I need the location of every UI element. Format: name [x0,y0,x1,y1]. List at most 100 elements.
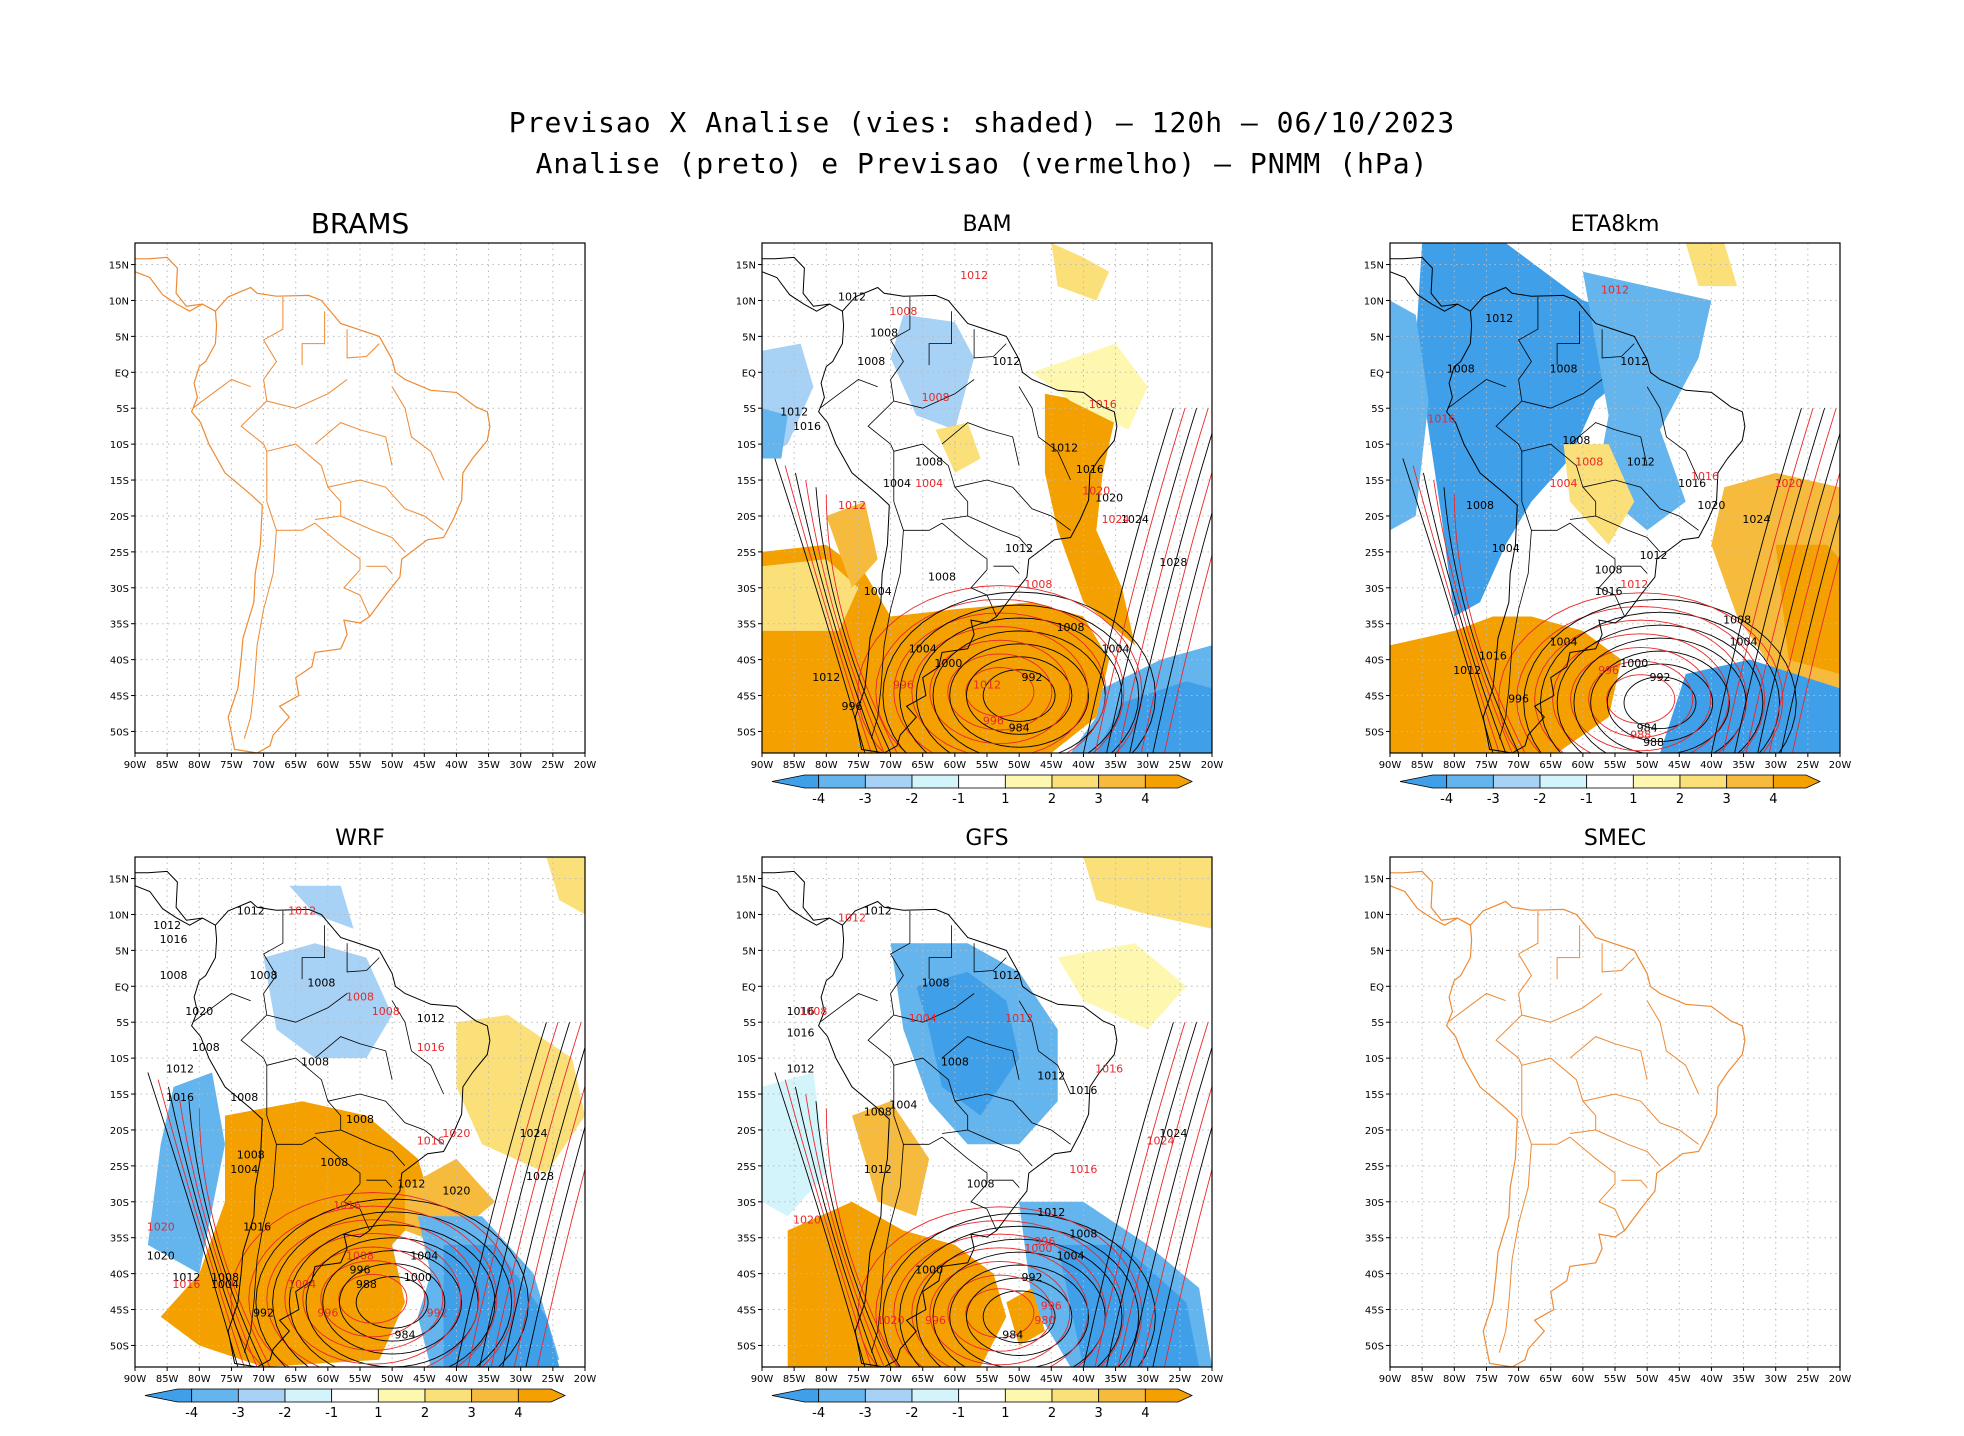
colorbar-swatch [284,1388,333,1403]
lat-tick-label: 15S [110,1090,129,1101]
forecast-contour-label: 1012 [1005,1012,1033,1025]
analysis-contour-label: 1012 [864,904,892,917]
forecast-contour-label: 996 [925,1314,946,1327]
lon-tick-label: 80W [188,760,211,771]
analysis-contour-label: 1004 [1057,1249,1085,1262]
analysis-contour-label: 1008 [1466,499,1494,512]
analysis-contour-label: 1000 [1620,657,1648,670]
analysis-contour-label: 1008 [941,1055,969,1068]
lon-tick-label: 85W [783,760,806,771]
lon-tick-label: 40W [445,1374,468,1385]
forecast-contour-label: 996 [1041,1300,1062,1313]
forecast-contour-label: 1008 [889,305,917,318]
colorbar-swatch [424,1388,473,1403]
coastline [762,885,843,926]
colorbar-tick-label: 3 [1723,792,1731,807]
lon-tick-label: 40W [445,760,468,771]
lat-tick-label: 50S [110,727,129,738]
lat-tick-label: 45S [110,1306,129,1317]
analysis-contour-label: 1016 [1076,463,1104,476]
analysis-contour-label: 988 [1643,736,1664,749]
forecast-contour-label: 988 [1630,729,1651,742]
lon-tick-label: 25W [1169,760,1192,771]
lon-tick-label: 70W [879,760,902,771]
lon-tick-label: 70W [252,760,275,771]
lon-tick-label: 20W [1201,760,1224,771]
lon-tick-label: 80W [1443,1374,1466,1385]
lat-tick-label: 45S [110,692,129,703]
bias-area-0 [160,1101,431,1367]
lat-tick-label: 35S [737,620,756,631]
lat-tick-label: 10S [737,440,756,451]
lon-tick-label: 85W [156,1374,179,1385]
forecast-contour-label: 1020 [147,1221,175,1234]
analysis-contour-label: 1012 [1005,542,1033,555]
lon-tick-label: 70W [879,1374,902,1385]
analysis-contour-label: 1012 [838,290,866,303]
analysis-contour-label: 992 [1022,1271,1043,1284]
lat-tick-label: 45S [1365,1306,1384,1317]
coastline [1390,885,1471,926]
lon-tick-label: 50W [1636,1374,1659,1385]
analysis-contour-label: 1016 [166,1091,194,1104]
colorbar-swatch [1051,774,1100,789]
analysis-contour-label: 1000 [934,657,962,670]
colorbar-swatch [377,1388,426,1403]
lat-tick-label: 25S [737,548,756,559]
panel-title-brams: BRAMS [310,207,410,240]
lon-tick-label: 25W [542,760,565,771]
analysis-contour-label: 988 [356,1278,377,1291]
coastline [818,286,1118,753]
lat-tick-label: EQ [742,982,756,993]
colorbar-swatch [1539,774,1588,789]
lon-tick-label: 30W [1136,760,1159,771]
lat-tick-label: 25S [110,548,129,559]
analysis-contour-label: 1008 [230,1091,258,1104]
forecast-contour-label: 1024 [1147,1134,1175,1147]
coastline [135,885,216,926]
forecast-contour-label: 1016 [1095,1062,1123,1075]
analysis-contour-label: 996 [350,1264,371,1277]
colorbar-swatch [1586,774,1634,789]
colorbar-swatch [1098,1388,1146,1403]
colorbar-tick-label: 2 [421,1406,429,1421]
colorbar-tick-label: -2 [1534,792,1547,807]
analysis-contour-label: 1000 [404,1271,432,1284]
analysis-contour-label: 1008 [237,1149,265,1162]
lon-tick-label: 50W [1636,760,1659,771]
lon-tick-label: 90W [124,760,147,771]
coastline [1390,256,1458,307]
forecast-contour-label: 1008 [1575,456,1603,469]
analysis-contour-label: 1008 [250,969,278,982]
lon-tick-label: 65W [1539,760,1562,771]
analysis-contour-label: 1012 [1640,549,1668,562]
lon-tick-label: 45W [1668,760,1691,771]
bias-area-7 [147,1072,225,1274]
lon-tick-label: 50W [381,1374,404,1385]
analysis-contour-label: 1016 [1479,650,1507,663]
lat-tick-label: 50S [110,1341,129,1352]
lat-tick-label: 45S [737,692,756,703]
analysis-contour-label: 1008 [192,1041,220,1054]
colorbar-tick-label: -1 [952,1406,965,1421]
forecast-contour-label: 1016 [417,1134,445,1147]
bias-area-5 [443,1244,560,1367]
lat-tick-label: 45S [737,1306,756,1317]
lon-tick-label: 60W [944,760,967,771]
lon-tick-label: 55W [349,1374,372,1385]
lat-tick-label: 15S [110,476,129,487]
analysis-contour-label: 1008 [870,326,898,339]
lon-tick-label: 40W [1700,760,1723,771]
colorbar-swatch [1399,774,1448,789]
forecast-contour-label: 1012 [288,904,316,917]
colorbar-swatch [1726,774,1774,789]
colorbar-swatch [144,1388,193,1403]
colorbar-eta8km: -4 -3 -2 -1 1 2 3 4 [1399,774,1821,807]
analysis-contour-label: 1020 [185,1005,213,1018]
lat-tick-label: 15N [1364,875,1384,886]
analysis-contour-label: 1008 [967,1177,995,1190]
lat-tick-label: 10S [110,1054,129,1065]
colorbar-swatch [1144,774,1193,789]
forecast-contour-label: 1012 [838,912,866,925]
lat-tick-label: 20S [737,1126,756,1137]
